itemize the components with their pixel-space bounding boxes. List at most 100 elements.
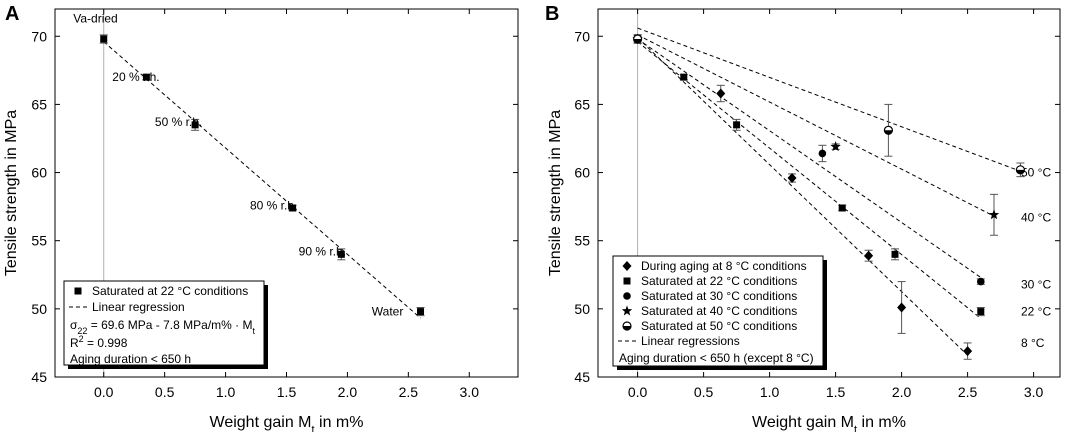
data-point	[787, 173, 797, 184]
legend-marker	[622, 261, 632, 271]
x-axis-title: Weight gain Mt in m%	[752, 414, 906, 432]
data-point	[716, 88, 726, 99]
data-point	[864, 250, 874, 261]
y-tick-label: 50	[31, 301, 47, 317]
panel-letter: B	[545, 3, 559, 25]
x-tick-label: 2.5	[399, 384, 419, 400]
legend-label: Saturated at 50 °C conditions	[641, 319, 797, 333]
data-point	[891, 250, 899, 258]
legend-label: Saturated at 40 °C conditions	[641, 304, 797, 318]
y-axis-title: Tensile strength in MPa	[3, 110, 20, 276]
data-point	[417, 308, 425, 316]
legend-box	[612, 255, 824, 367]
regression-label: 8 °C	[1021, 336, 1045, 350]
panel-B: B 0.0 0.5 1.0 1.5 2.0 2.5 3.0 45 50 55 60 65 70 Weight…	[545, 3, 1061, 432]
x-tick-label: 0.5	[694, 384, 714, 400]
legend-label: Linear regression	[92, 300, 185, 314]
x-tick-label: 2.0	[338, 384, 358, 400]
legend-label: Saturated at 22 °C conditions	[641, 274, 797, 288]
data-point	[632, 34, 643, 44]
condition-label: 80 % r.h.	[250, 198, 297, 212]
plot-frame	[597, 8, 1061, 378]
legend-marker	[74, 287, 82, 295]
x-axis-title-sub: t	[854, 424, 857, 432]
data-point-fill	[1016, 169, 1025, 174]
data-point	[838, 204, 846, 212]
regression-line	[637, 41, 982, 319]
r-squared-part: R	[70, 336, 79, 350]
panel-A: A 0.0 0.5 1.0 1.5 2.0 2.5 3.0 45 50 55 60 65 70 Weight…	[3, 3, 519, 432]
x-tick-label: 0.0	[94, 384, 114, 400]
regression-label: 40 °C	[1021, 211, 1051, 225]
x-axis-title: Weight gain Mt in m%	[210, 414, 364, 432]
data-point	[963, 346, 973, 357]
y-axis-title: Tensile strength in MPa	[547, 110, 564, 276]
x-tick-label: 0.0	[628, 384, 648, 400]
data-point	[680, 73, 688, 81]
condition-label: Va-dried	[73, 12, 117, 26]
data-point	[142, 73, 150, 81]
regression-line	[637, 37, 968, 356]
x-tick-label: 2.0	[892, 384, 912, 400]
data-point	[191, 121, 199, 129]
r-squared-part: = 0.998	[84, 336, 128, 350]
x-tick-label: 1.5	[277, 384, 297, 400]
legend: During aging at 8 °C conditionsSaturated…	[612, 255, 827, 370]
data-point	[830, 141, 841, 152]
condition-label: Water	[372, 305, 404, 319]
data-point	[897, 302, 907, 313]
r-squared: R2 = 0.998	[70, 334, 128, 350]
regression-label: 22 °C	[1021, 305, 1051, 319]
regression-label: 50 °C	[1021, 166, 1051, 180]
legend: Saturated at 22 °C conditions Linear regr…	[63, 280, 268, 369]
data-point	[977, 277, 985, 286]
data-point	[977, 308, 985, 316]
x-axis-title-tail: in m%	[857, 414, 906, 431]
data-point	[883, 125, 894, 135]
legend-note: Aging duration < 650 h (except 8 °C)	[619, 351, 814, 365]
x-tick-label: 0.5	[155, 384, 175, 400]
formula-part: σ	[70, 318, 78, 332]
condition-label: 20 % r.h.	[112, 70, 159, 84]
regression-label: 30 °C	[1021, 277, 1051, 291]
legend-marker	[623, 277, 631, 285]
legend-label: Saturated at 22 °C conditions	[92, 284, 248, 298]
x-tick-label: 1.0	[760, 384, 780, 400]
formula-part: t	[252, 326, 255, 336]
x-tick-label: 2.5	[958, 384, 978, 400]
legend-label: During aging at 8 °C conditions	[641, 259, 807, 273]
regression-line	[637, 27, 1021, 172]
x-tick-label: 1.0	[216, 384, 236, 400]
y-tick-label: 70	[31, 28, 47, 44]
legend-box	[63, 280, 265, 366]
y-tick-label: 70	[574, 28, 590, 44]
regression-line	[637, 34, 995, 217]
data-point	[733, 121, 741, 129]
series-star	[632, 33, 1000, 236]
x-axis-title-tail: in m%	[315, 414, 364, 431]
data-point-fill	[884, 130, 893, 135]
x-axis-title-main: Weight gain M	[210, 414, 312, 431]
regression-line	[103, 41, 421, 319]
data-point-fill	[633, 38, 642, 43]
formula-part: 22	[77, 326, 87, 336]
legend-marker	[621, 305, 633, 316]
y-tick-label: 65	[31, 96, 47, 112]
regression-line	[637, 38, 982, 278]
data-point	[988, 209, 1000, 220]
data-point	[818, 149, 827, 158]
y-tick-label: 50	[574, 301, 590, 317]
legend-label: Linear regressions	[641, 334, 740, 348]
data-point	[289, 204, 297, 212]
condition-label: 50 % r.h.	[155, 115, 202, 129]
x-tick-label: 3.0	[460, 384, 480, 400]
x-tick-label: 1.5	[826, 384, 846, 400]
x-axis-title-main: Weight gain M	[752, 414, 854, 431]
data-point	[100, 35, 108, 43]
legend-marker-fill	[623, 326, 631, 330]
condition-label: 90 % r.h.	[299, 245, 346, 259]
x-tick-label: 3.0	[1024, 384, 1044, 400]
data-point	[337, 250, 345, 258]
y-tick-label: 65	[574, 96, 590, 112]
